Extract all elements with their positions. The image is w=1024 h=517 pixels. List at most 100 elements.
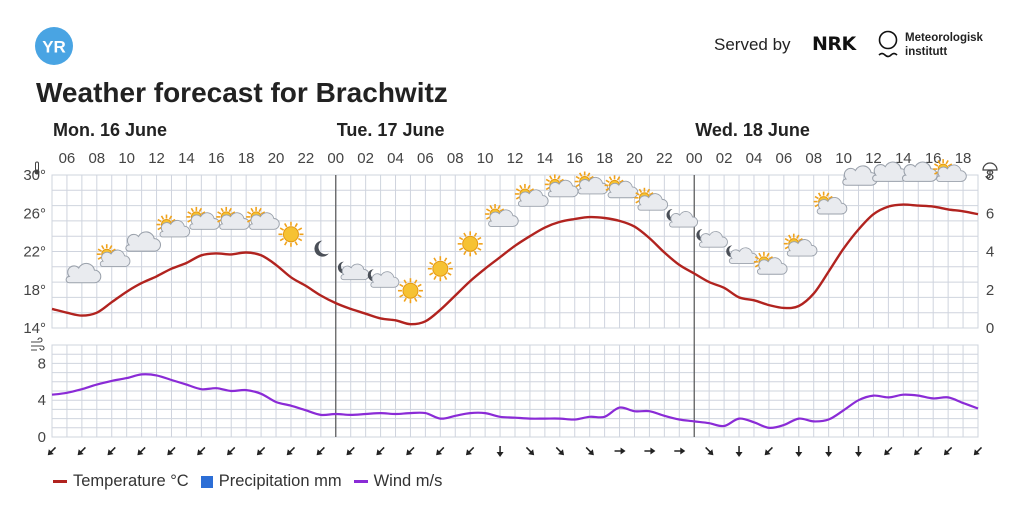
hour-tick-label: 00 bbox=[686, 150, 703, 167]
wind-tick-label: 4 bbox=[38, 392, 46, 409]
legend-temperature: Temperature °C bbox=[53, 472, 189, 491]
wind-arrow-head bbox=[528, 449, 535, 456]
wind-arrow bbox=[825, 446, 833, 457]
sun-ray bbox=[788, 234, 792, 239]
wind-arrow bbox=[764, 446, 773, 456]
sun-ray bbox=[429, 261, 434, 266]
hour-tick-label: 02 bbox=[357, 150, 374, 167]
sun-ray bbox=[247, 219, 252, 223]
cloud-group bbox=[370, 271, 400, 288]
wind-icon bbox=[31, 337, 45, 351]
hour-tick-label: 16 bbox=[566, 150, 583, 167]
legend-precipitation: Precipitation mm bbox=[200, 472, 342, 491]
cloud-group bbox=[669, 211, 698, 228]
partly-cloudy-day-icon bbox=[783, 233, 818, 257]
cloud-shape bbox=[219, 212, 250, 230]
wind-arrow bbox=[436, 446, 445, 456]
cloud-group bbox=[99, 249, 131, 268]
precipitation-tick-label: 6 bbox=[986, 205, 994, 222]
sun-ray bbox=[463, 232, 467, 237]
partly-cloudy-night-icon bbox=[666, 208, 698, 228]
wind-arrow bbox=[256, 446, 266, 456]
cloud-group bbox=[488, 209, 519, 227]
wind-tick-label: 8 bbox=[38, 355, 46, 372]
wind-arrow-head bbox=[47, 449, 54, 456]
hour-tick-label: 20 bbox=[268, 150, 285, 167]
temperature-tick-label: 18° bbox=[23, 282, 46, 299]
sun-ray bbox=[798, 237, 803, 242]
wind-arrow-head bbox=[973, 449, 980, 456]
sun-ray bbox=[545, 178, 551, 183]
day-labels: Mon. 16 June Tue. 17 June Wed. 18 June bbox=[53, 120, 810, 140]
wind-arrow-head bbox=[943, 449, 950, 456]
sun-ray bbox=[429, 272, 434, 276]
sun-ray bbox=[578, 172, 583, 177]
wind-arrow-head bbox=[795, 452, 803, 457]
sun-ray bbox=[937, 160, 941, 165]
wind-arrow-head bbox=[167, 449, 174, 456]
wind-arrow-head bbox=[465, 449, 472, 456]
sun-shape bbox=[457, 231, 483, 257]
cloud-shape bbox=[842, 165, 878, 186]
wind-arrow bbox=[525, 446, 535, 456]
sun-shape bbox=[427, 256, 453, 282]
sun-ray bbox=[766, 252, 770, 258]
precipitation-tick-label: 0 bbox=[986, 320, 994, 337]
cloud-group bbox=[637, 193, 668, 211]
hour-tick-label: 12 bbox=[507, 150, 524, 167]
sun-ray bbox=[198, 207, 203, 213]
sun-ray bbox=[260, 211, 266, 215]
wind-arrow-head bbox=[558, 449, 565, 456]
cloud-group bbox=[816, 197, 848, 215]
wind-arrow bbox=[705, 446, 714, 456]
wind-arrow bbox=[795, 446, 803, 457]
sun-ray bbox=[168, 215, 173, 220]
sun-ray bbox=[433, 257, 437, 262]
sun-ray bbox=[279, 227, 285, 231]
cloud-group bbox=[607, 180, 639, 199]
cloud-shape bbox=[607, 180, 639, 199]
sun-ray bbox=[586, 172, 591, 177]
cloud-group bbox=[65, 262, 102, 284]
umbrella-canopy bbox=[982, 162, 998, 171]
wind-arrow bbox=[197, 446, 206, 456]
hour-tick-label: 04 bbox=[746, 150, 763, 167]
nrk-logo: NRK bbox=[812, 33, 856, 55]
partly-cloudy-day-icon bbox=[216, 206, 250, 230]
wind-arrow-head bbox=[620, 447, 626, 455]
wind-arrow bbox=[47, 446, 57, 456]
wind-arrow-head bbox=[77, 449, 84, 456]
cloud-shape bbox=[488, 209, 519, 227]
sun-ray bbox=[486, 216, 491, 220]
sun-ray bbox=[477, 247, 482, 251]
legend-precipitation-swatch bbox=[200, 475, 213, 488]
sun-ray bbox=[635, 192, 640, 196]
yr-logo: YR bbox=[35, 27, 73, 65]
cloud-shape bbox=[249, 212, 280, 230]
sun-ray bbox=[814, 195, 819, 200]
cloud-shape bbox=[757, 257, 788, 275]
chart-grid bbox=[51, 174, 979, 438]
sun-ray bbox=[754, 256, 760, 260]
hour-tick-label: 06 bbox=[775, 150, 792, 167]
hour-tick-label: 00 bbox=[327, 150, 344, 167]
wind-arrow bbox=[107, 446, 116, 456]
met-name-line2: institutt bbox=[905, 46, 948, 58]
sun-ray bbox=[945, 160, 949, 165]
wind-arrow-head bbox=[587, 449, 594, 456]
hour-tick-label: 22 bbox=[656, 150, 673, 167]
chart-legend: Temperature °C Precipitation mm Wind m/s bbox=[53, 472, 442, 491]
wind-arrow-head bbox=[707, 449, 714, 456]
sun-ray bbox=[157, 218, 162, 223]
sun-ray bbox=[458, 247, 464, 251]
partly-cloudy-day-icon bbox=[96, 244, 131, 268]
sun-ray bbox=[646, 188, 651, 193]
wind-arrow bbox=[316, 446, 325, 456]
cloud-group bbox=[757, 257, 788, 275]
legend-wind-label: Wind m/s bbox=[373, 472, 443, 490]
partly-cloudy-day-icon bbox=[186, 206, 220, 230]
cloud-shape bbox=[518, 189, 549, 207]
wind-arrow-head bbox=[884, 449, 891, 456]
umbrella-icon bbox=[982, 162, 998, 179]
hour-tick-label: 18 bbox=[955, 150, 972, 167]
